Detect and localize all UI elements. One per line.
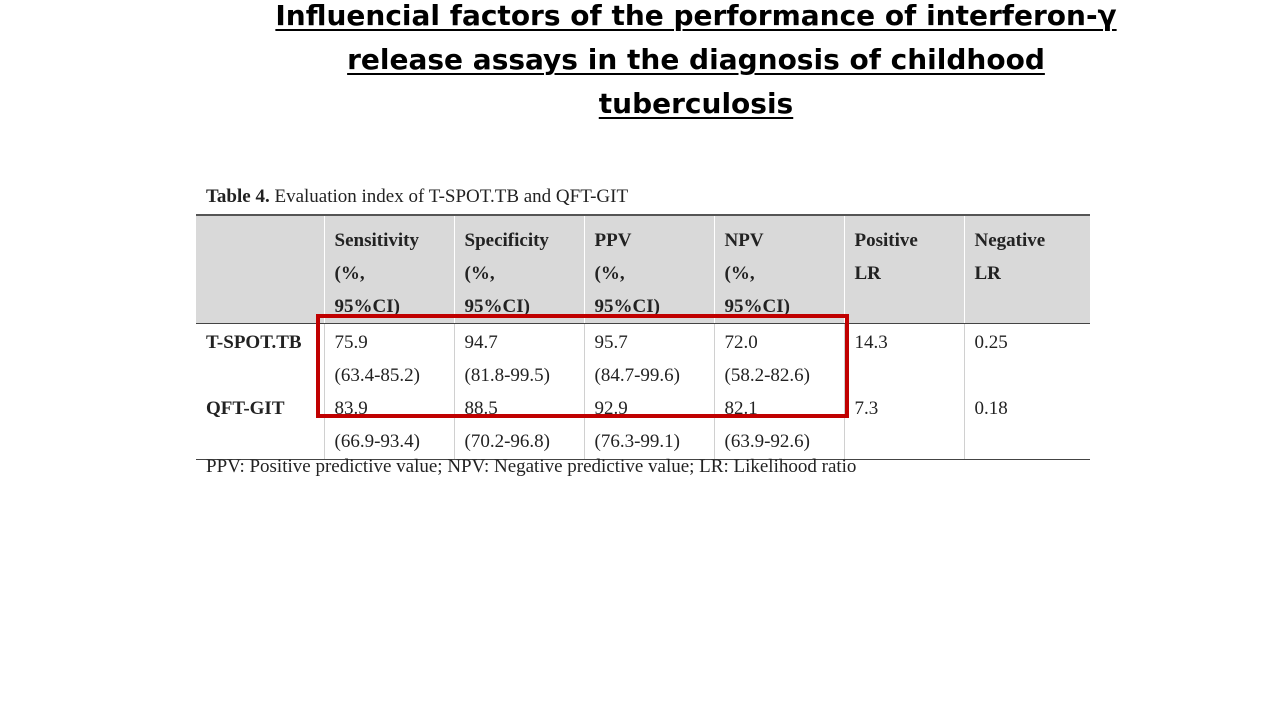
cell-value: 14.3: [854, 332, 888, 353]
header-text: 95%CI): [594, 296, 660, 317]
cell-ci: (63.4-85.2): [334, 365, 420, 386]
cell-ci: (76.3-99.1): [594, 431, 680, 452]
cell-value: 82.1: [724, 398, 758, 419]
cell-value: 72.0: [724, 332, 758, 353]
table-caption-text: Evaluation index of T-SPOT.TB and QFT-GI…: [269, 186, 629, 207]
header-text: NPV: [724, 230, 764, 251]
table-caption-label: Table 4.: [206, 186, 270, 207]
table-cell-ppv: 92.9 (76.3-99.1): [584, 392, 715, 460]
table-row-qft: QFT-GIT 83.9 (66.9-93.4) 88.5 (70.2-96.8…: [196, 392, 1090, 460]
header-cell-specificity: Specificity (%, 95%CI): [454, 214, 585, 324]
table-cell-sensitivity: 83.9 (66.9-93.4): [324, 392, 455, 460]
cell-value: 0.18: [974, 398, 1008, 419]
row-label: T-SPOT.TB: [196, 323, 325, 392]
table-header-row: Sensitivity (%, 95%CI) Specificity (%, 9…: [196, 214, 1090, 324]
table-cell-specificity: 88.5 (70.2-96.8): [454, 392, 585, 460]
header-text: Negative: [974, 230, 1046, 251]
cell-ci: (84.7-99.6): [594, 365, 680, 386]
table-cell-ppv: 95.7 (84.7-99.6): [584, 323, 715, 392]
table-cell-specificity: 94.7 (81.8-99.5): [454, 323, 585, 392]
cell-value: 88.5: [464, 398, 498, 419]
table-cell-positive-lr: 7.3: [844, 392, 965, 460]
cell-value: 0.25: [974, 332, 1008, 353]
cell-value: 75.9: [334, 332, 368, 353]
cell-value: 95.7: [594, 332, 628, 353]
header-text: (%,: [464, 263, 495, 284]
cell-value: 94.7: [464, 332, 498, 353]
header-text: Specificity: [464, 230, 549, 251]
header-text: (%,: [594, 263, 625, 284]
header-text: 95%CI): [464, 296, 530, 317]
header-text: PPV: [594, 230, 632, 251]
cell-ci: (58.2-82.6): [724, 365, 810, 386]
header-text: (%,: [724, 263, 755, 284]
table-cell-npv: 72.0 (58.2-82.6): [714, 323, 845, 392]
table-cell-positive-lr: 14.3: [844, 323, 965, 392]
table-footnote: PPV: Positive predictive value; NPV: Neg…: [206, 456, 857, 477]
header-cell-ppv: PPV (%, 95%CI): [584, 214, 715, 324]
header-text: LR: [974, 263, 1001, 284]
header-text: 95%CI): [724, 296, 790, 317]
header-cell-empty: [196, 214, 325, 324]
cell-value: 83.9: [334, 398, 368, 419]
cell-ci: (63.9-92.6): [724, 431, 810, 452]
header-cell-sensitivity: Sensitivity (%, 95%CI): [324, 214, 455, 324]
table-cell-sensitivity: 75.9 (63.4-85.2): [324, 323, 455, 392]
cell-value: 7.3: [854, 398, 879, 419]
table-caption: Table 4. Evaluation index of T-SPOT.TB a…: [206, 186, 628, 208]
evaluation-table: Sensitivity (%, 95%CI) Specificity (%, 9…: [196, 214, 1090, 460]
table-cell-negative-lr: 0.18: [964, 392, 1090, 460]
header-text: (%,: [334, 263, 365, 284]
row-label: QFT-GIT: [196, 392, 325, 460]
table-cell-npv: 82.1 (63.9-92.6): [714, 392, 845, 460]
header-text: LR: [854, 263, 881, 284]
header-cell-negative-lr: Negative LR: [964, 214, 1090, 324]
header-text: Positive: [854, 230, 918, 251]
header-cell-npv: NPV (%, 95%CI): [714, 214, 845, 324]
table-row-tspot: T-SPOT.TB 75.9 (63.4-85.2) 94.7 (81.8-99…: [196, 323, 1090, 393]
table-cell-negative-lr: 0.25: [964, 324, 1090, 393]
cell-ci: (81.8-99.5): [464, 365, 550, 386]
cell-value: 92.9: [594, 398, 628, 419]
slide-title: Influencial factors of the performance o…: [275, 0, 1117, 120]
cell-ci: (66.9-93.4): [334, 431, 420, 452]
header-text: 95%CI): [334, 296, 400, 317]
cell-ci: (70.2-96.8): [464, 431, 550, 452]
header-cell-positive-lr: Positive LR: [844, 214, 965, 324]
header-text: Sensitivity: [334, 230, 419, 251]
